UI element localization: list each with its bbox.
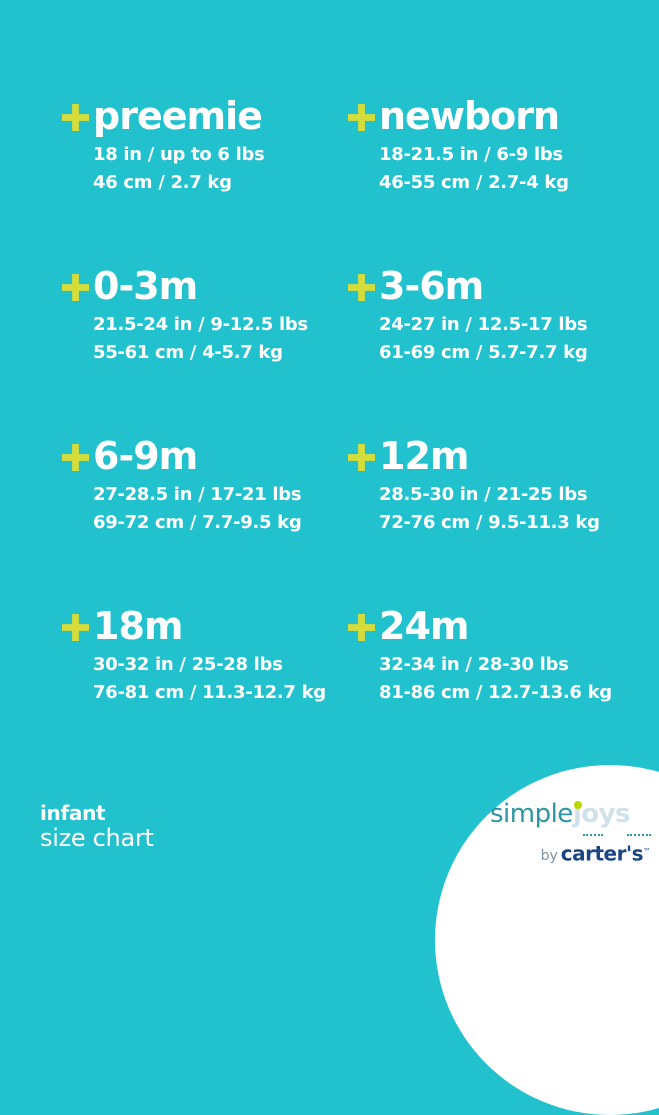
logo-by-text: by xyxy=(540,848,558,865)
size-title-row: newborn xyxy=(348,94,643,138)
size-metric: 76-81 cm / 11.3-12.7 kg xyxy=(93,682,326,703)
plus-icon xyxy=(62,103,89,131)
trademark-symbol: ™ xyxy=(643,847,651,856)
size-metric: 72-76 cm / 9.5-11.3 kg xyxy=(379,512,600,533)
size-metric: 55-61 cm / 4-5.7 kg xyxy=(93,342,283,363)
size-imperial: 18 in / up to 6 lbs xyxy=(93,144,265,165)
size-entry-newborn: newborn 18-21.5 in / 6-9 lbs 46-55 cm / … xyxy=(348,94,643,197)
size-entry-0-3m: 0-3m 21.5-24 in / 9-12.5 lbs 55-61 cm / … xyxy=(62,264,357,367)
size-imperial: 27-28.5 in / 17-21 lbs xyxy=(93,484,302,505)
logo-word-joys: joys xyxy=(572,799,631,829)
size-entry-12m: 12m 28.5-30 in / 21-25 lbs 72-76 cm / 9.… xyxy=(348,434,643,537)
size-metric: 69-72 cm / 7.7-9.5 kg xyxy=(93,512,302,533)
size-name: 12m xyxy=(379,434,469,478)
size-imperial: 24-27 in / 12.5-17 lbs xyxy=(379,314,588,335)
size-title-row: 24m xyxy=(348,604,643,648)
footer-category: infant xyxy=(40,801,106,825)
plus-icon xyxy=(348,103,375,131)
plus-icon xyxy=(62,613,89,641)
size-metric: 81-86 cm / 12.7-13.6 kg xyxy=(379,682,612,703)
infant-size-chart: preemie 18 in / up to 6 lbs 46 cm / 2.7 … xyxy=(40,94,659,1115)
logo-wordmark: simple joys xyxy=(465,799,655,832)
size-entry-18m: 18m 30-32 in / 25-28 lbs 76-81 cm / 11.3… xyxy=(62,604,357,707)
logo-word-simple: simple xyxy=(489,799,573,829)
size-entry-6-9m: 6-9m 27-28.5 in / 17-21 lbs 69-72 cm / 7… xyxy=(62,434,357,537)
size-imperial: 30-32 in / 25-28 lbs xyxy=(93,654,283,675)
size-title-row: 18m xyxy=(62,604,357,648)
size-title-row: 6-9m xyxy=(62,434,357,478)
size-name: 18m xyxy=(93,604,183,648)
size-metric: 61-69 cm / 5.7-7.7 kg xyxy=(379,342,588,363)
plus-icon xyxy=(62,273,89,301)
size-metric: 46 cm / 2.7 kg xyxy=(93,172,232,193)
size-title-row: 12m xyxy=(348,434,643,478)
size-entry-24m: 24m 32-34 in / 28-30 lbs 81-86 cm / 12.7… xyxy=(348,604,643,707)
lime-dot-icon xyxy=(573,801,582,809)
size-entry-3-6m: 3-6m 24-27 in / 12.5-17 lbs 61-69 cm / 5… xyxy=(348,264,643,367)
size-title-row: preemie xyxy=(62,94,357,138)
plus-icon xyxy=(348,443,375,471)
size-title-row: 0-3m xyxy=(62,264,357,308)
size-name: 6-9m xyxy=(93,434,198,478)
size-title-row: 3-6m xyxy=(348,264,643,308)
plus-icon xyxy=(62,443,89,471)
plus-icon xyxy=(348,273,375,301)
plus-icon xyxy=(348,613,375,641)
size-name: preemie xyxy=(93,94,263,138)
dotted-underline-icon xyxy=(583,834,603,836)
brand-logo: simple joys by carter's™ xyxy=(465,799,655,867)
size-imperial: 28.5-30 in / 21-25 lbs xyxy=(379,484,588,505)
size-entry-preemie: preemie 18 in / up to 6 lbs 46 cm / 2.7 … xyxy=(62,94,357,197)
logo-brand-name: carter's xyxy=(560,841,644,866)
footer: infant size chart xyxy=(40,801,154,851)
footer-label: size chart xyxy=(40,824,154,852)
logo-byline: by carter's™ xyxy=(465,841,655,867)
size-metric: 46-55 cm / 2.7-4 kg xyxy=(379,172,569,193)
size-name: 0-3m xyxy=(93,264,198,308)
size-imperial: 32-34 in / 28-30 lbs xyxy=(379,654,569,675)
dotted-underline-icon xyxy=(627,834,651,836)
size-imperial: 21.5-24 in / 9-12.5 lbs xyxy=(93,314,308,335)
size-imperial: 18-21.5 in / 6-9 lbs xyxy=(379,144,563,165)
size-name: 3-6m xyxy=(379,264,484,308)
size-name: 24m xyxy=(379,604,469,648)
size-name: newborn xyxy=(379,94,560,138)
